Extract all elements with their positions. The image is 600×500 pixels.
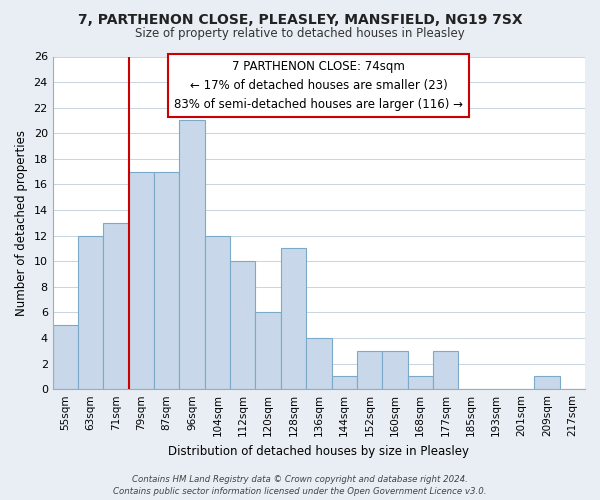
Text: Contains HM Land Registry data © Crown copyright and database right 2024.
Contai: Contains HM Land Registry data © Crown c… (113, 474, 487, 496)
Bar (433, 351, 458, 389)
Bar (357, 351, 382, 389)
Bar (332, 376, 357, 389)
Text: 7, PARTHENON CLOSE, PLEASLEY, MANSFIELD, NG19 7SX: 7, PARTHENON CLOSE, PLEASLEY, MANSFIELD,… (77, 12, 523, 26)
Bar (53, 325, 78, 389)
Bar (154, 172, 179, 389)
Bar (535, 376, 560, 389)
Bar (103, 223, 129, 389)
Bar (407, 376, 433, 389)
Bar (205, 236, 230, 389)
Bar (78, 236, 103, 389)
Bar (230, 261, 256, 389)
Bar (256, 312, 281, 389)
Text: 7 PARTHENON CLOSE: 74sqm
← 17% of detached houses are smaller (23)
83% of semi-d: 7 PARTHENON CLOSE: 74sqm ← 17% of detach… (175, 60, 463, 111)
Y-axis label: Number of detached properties: Number of detached properties (15, 130, 28, 316)
Bar (306, 338, 332, 389)
Bar (281, 248, 306, 389)
Bar (129, 172, 154, 389)
Bar (382, 351, 407, 389)
Text: Size of property relative to detached houses in Pleasley: Size of property relative to detached ho… (135, 28, 465, 40)
X-axis label: Distribution of detached houses by size in Pleasley: Distribution of detached houses by size … (169, 444, 469, 458)
Bar (179, 120, 205, 389)
